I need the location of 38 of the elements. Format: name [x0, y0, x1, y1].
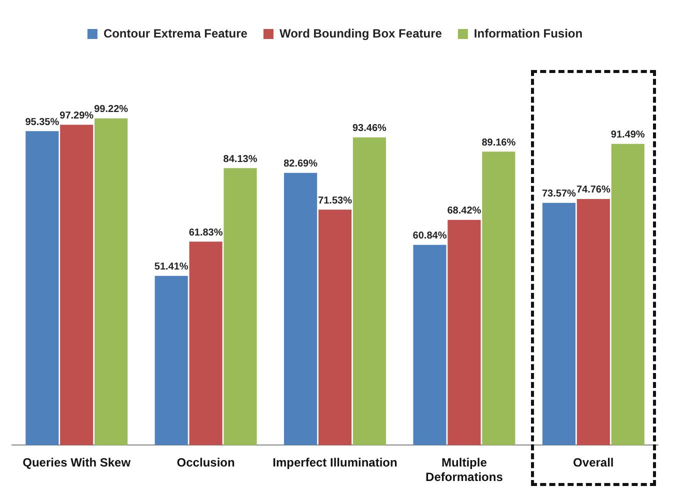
data-label: 61.83%: [188, 227, 223, 238]
bar: [189, 242, 222, 446]
x-tick-label: Imperfect Illumination: [272, 456, 398, 470]
data-label: 73.57%: [542, 188, 576, 200]
bar: [352, 137, 386, 446]
bar: [318, 210, 352, 446]
x-tick-label: Multiple Deformations: [426, 456, 504, 484]
bar: [94, 118, 128, 446]
data-label: 84.13%: [223, 154, 258, 165]
bar: [448, 220, 481, 446]
data-label: 71.53%: [318, 195, 352, 206]
bar: [413, 244, 446, 446]
data-label: 95.35%: [25, 116, 60, 128]
bar: [542, 202, 576, 446]
data-label: 74.76%: [576, 184, 610, 196]
bar: [611, 144, 644, 446]
bar: [154, 276, 188, 446]
bar: [284, 172, 318, 446]
data-label: 82.69%: [284, 158, 318, 170]
bar: [26, 131, 59, 446]
bar: [224, 168, 257, 446]
x-tick-label: Occlusion: [176, 456, 235, 470]
data-label: 51.41%: [154, 262, 188, 273]
data-label: 68.42%: [447, 206, 482, 217]
data-label: 89.16%: [482, 137, 516, 148]
data-label: 93.46%: [352, 123, 387, 134]
legend-label: Contour Extrema Feature: [103, 26, 248, 40]
legend-label: Information Fusion: [474, 26, 583, 40]
data-label: 91.49%: [610, 130, 645, 141]
x-tick-label: Queries With Skew: [22, 456, 132, 470]
data-label: 60.84%: [412, 230, 447, 242]
bar: [482, 152, 516, 446]
bar: [60, 124, 94, 446]
bar: [576, 198, 610, 446]
data-label: 99.22%: [94, 104, 128, 116]
x-tick-label: Overall: [573, 456, 614, 470]
data-label: 97.29%: [60, 110, 94, 122]
legend-label: Word Bounding Box Feature: [279, 26, 442, 40]
